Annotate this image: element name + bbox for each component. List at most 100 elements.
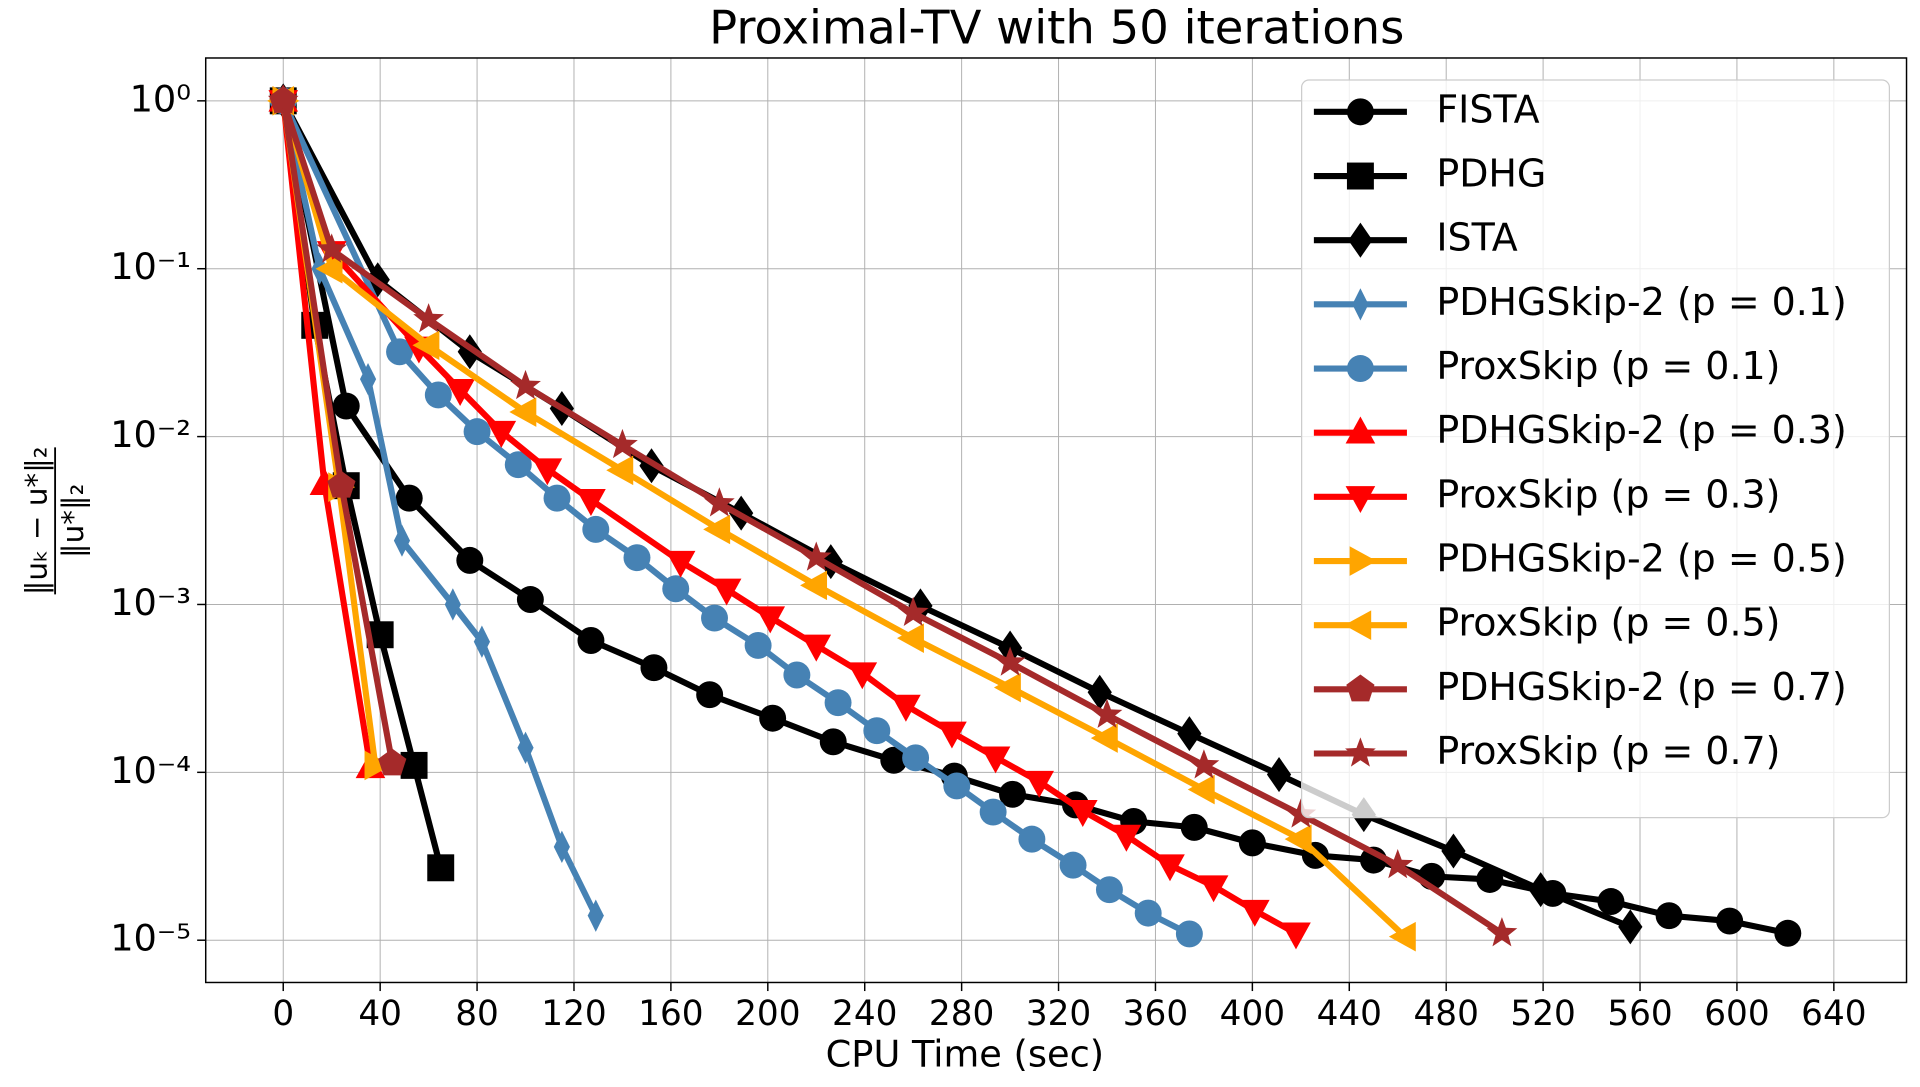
- x-tick-label: 240: [832, 994, 897, 1034]
- marker: [744, 631, 772, 659]
- marker: [801, 634, 832, 662]
- marker: [413, 303, 444, 333]
- marker: [1774, 919, 1802, 947]
- x-tick-label: 40: [358, 994, 402, 1034]
- marker: [516, 586, 544, 613]
- marker: [1134, 899, 1162, 927]
- marker: [1346, 98, 1374, 126]
- marker: [400, 751, 428, 779]
- marker: [1090, 723, 1118, 753]
- series: [267, 86, 1416, 952]
- marker: [1388, 921, 1416, 952]
- series: [267, 84, 1518, 947]
- marker: [606, 455, 634, 486]
- marker: [412, 330, 440, 361]
- y-tick-label: 10⁻⁵: [110, 917, 191, 960]
- marker: [1024, 770, 1054, 798]
- marker: [937, 721, 967, 749]
- marker: [504, 451, 532, 479]
- marker: [463, 418, 491, 446]
- marker: [1111, 824, 1142, 852]
- marker: [979, 798, 1007, 826]
- marker: [1345, 416, 1376, 444]
- marker: [267, 84, 299, 114]
- marker: [486, 420, 517, 448]
- y-tick-label: 10⁻²: [110, 413, 191, 456]
- marker: [1059, 851, 1087, 879]
- marker: [1198, 875, 1229, 903]
- marker: [1346, 162, 1374, 190]
- marker: [824, 689, 852, 717]
- x-axis-label: CPU Time (sec): [826, 1032, 1104, 1075]
- y-tick-label: 10⁻³: [110, 581, 191, 624]
- legend-label: PDHG: [1436, 152, 1546, 196]
- marker: [1382, 848, 1414, 879]
- marker: [1346, 674, 1375, 702]
- marker: [509, 397, 537, 427]
- marker: [1345, 486, 1376, 514]
- marker: [994, 646, 1026, 676]
- marker: [703, 487, 735, 517]
- marker: [1095, 876, 1123, 904]
- marker: [316, 233, 348, 263]
- y-label-denominator: ‖u*‖₂: [56, 484, 91, 558]
- marker: [902, 744, 930, 772]
- legend-label: PDHGSkip-2 (p = 0.5): [1436, 537, 1847, 581]
- marker: [819, 728, 847, 756]
- marker: [1346, 355, 1374, 382]
- marker: [999, 780, 1026, 808]
- y-label-numerator: ‖uₖ − u*‖₂: [19, 446, 54, 595]
- marker: [800, 541, 832, 571]
- marker: [424, 381, 452, 409]
- legend-label: ProxSkip (p = 0.5): [1436, 601, 1780, 645]
- y-tick-label: 10⁰: [130, 77, 191, 120]
- marker: [1655, 902, 1683, 930]
- x-tick-label: 280: [929, 994, 994, 1034]
- marker: [378, 748, 407, 776]
- legend-label: ProxSkip (p = 0.7): [1436, 729, 1780, 773]
- marker: [510, 369, 541, 400]
- legend-label: PDHGSkip-2 (p = 0.3): [1436, 408, 1847, 452]
- marker: [473, 625, 490, 658]
- marker: [1349, 546, 1377, 576]
- marker: [1018, 825, 1046, 853]
- y-axis-label: ‖uₖ − u*‖₂ ‖u*‖₂: [19, 446, 91, 595]
- marker: [456, 546, 484, 574]
- marker: [640, 654, 668, 682]
- marker: [1441, 833, 1466, 869]
- marker: [576, 489, 606, 516]
- legend-label: PDHGSkip-2 (p = 0.7): [1436, 665, 1847, 709]
- x-tick-label: 600: [1704, 994, 1769, 1034]
- series-line: [280, 99, 1504, 936]
- x-tick-label: 120: [541, 994, 606, 1034]
- legend-label: FISTA: [1436, 87, 1539, 131]
- marker: [607, 428, 638, 459]
- legend-label: ProxSkip (p = 0.3): [1436, 472, 1780, 516]
- marker: [577, 627, 605, 654]
- marker: [543, 484, 571, 512]
- marker: [1348, 222, 1373, 258]
- marker: [445, 379, 475, 406]
- marker: [711, 578, 742, 606]
- x-tick-label: 200: [735, 994, 800, 1034]
- x-tick-label: 560: [1607, 994, 1672, 1034]
- marker: [755, 606, 786, 634]
- x-tick-label: 360: [1123, 994, 1188, 1034]
- marker: [665, 550, 696, 578]
- marker: [1239, 899, 1270, 927]
- legend-box: [1301, 79, 1890, 819]
- x-tick-label: 640: [1801, 994, 1866, 1034]
- marker: [800, 570, 828, 601]
- marker: [582, 515, 610, 543]
- x-tick-label: 480: [1413, 994, 1478, 1034]
- x-tick-label: 440: [1317, 994, 1382, 1034]
- marker: [1067, 800, 1098, 827]
- marker: [1716, 907, 1744, 935]
- plot-frame: [204, 57, 1908, 984]
- marker: [847, 662, 878, 690]
- marker: [1281, 922, 1311, 950]
- marker: [880, 746, 908, 774]
- marker: [623, 544, 651, 572]
- marker: [532, 458, 563, 486]
- marker: [863, 717, 891, 745]
